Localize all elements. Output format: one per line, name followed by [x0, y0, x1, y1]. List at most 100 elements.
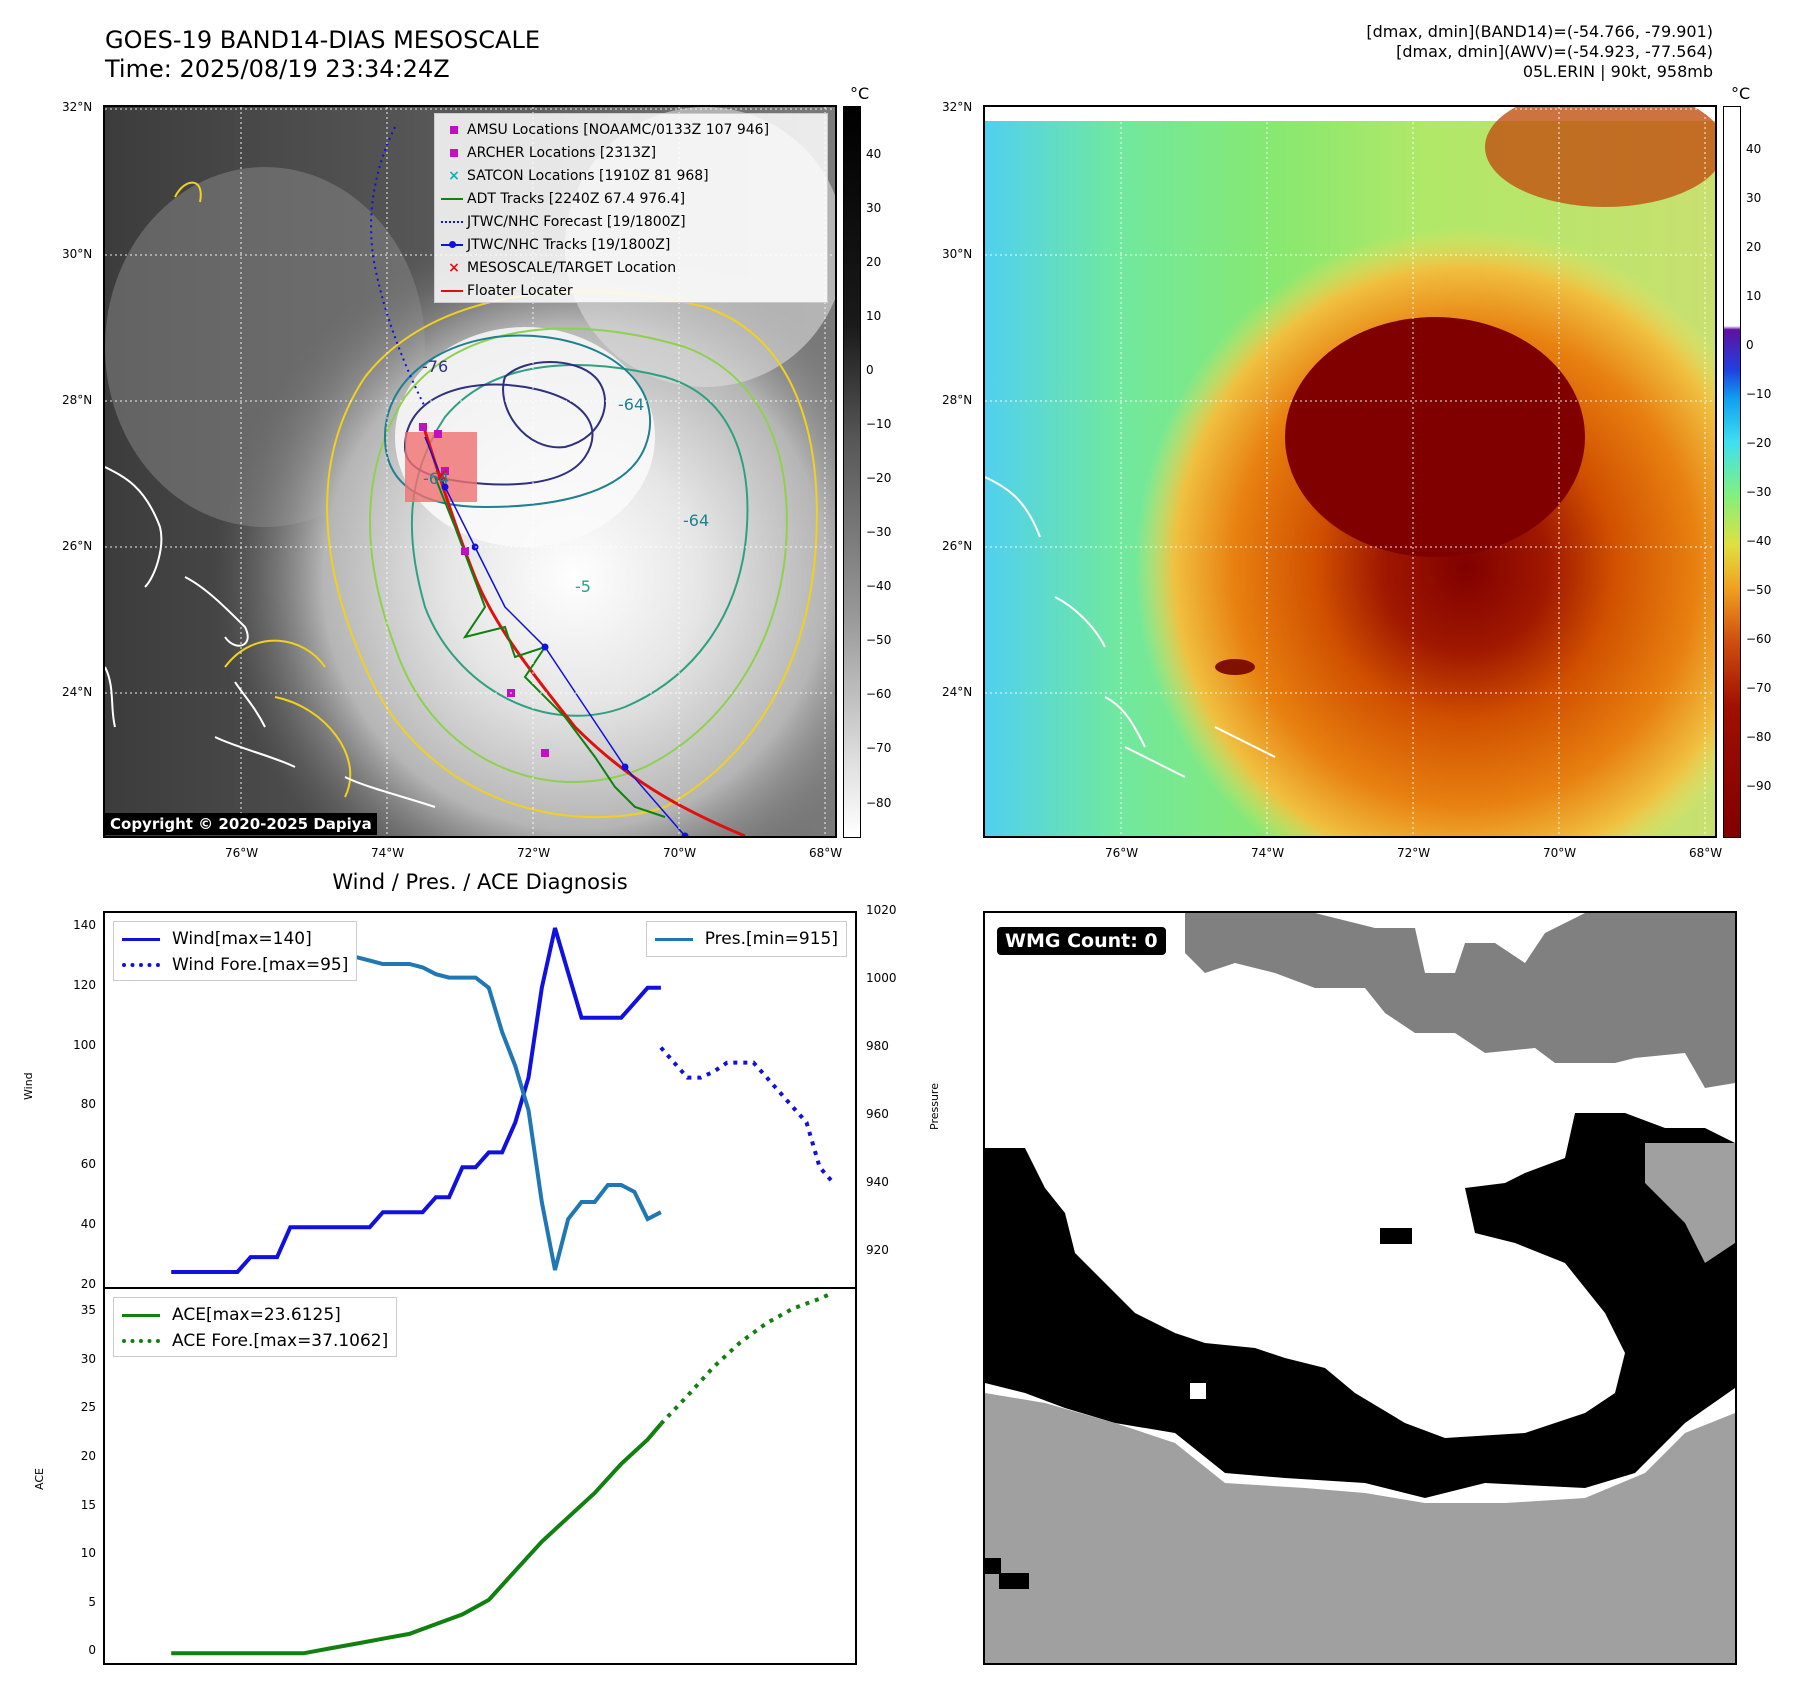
- wind-tick: 20: [80, 1277, 96, 1291]
- ace-tick: 30: [80, 1351, 96, 1366]
- contour-label: -64: [423, 469, 450, 488]
- ace-tick: 25: [80, 1400, 96, 1415]
- legend-item-archer: ARCHER Locations [2313Z]: [441, 141, 821, 164]
- adt-track: [434, 476, 666, 818]
- colorbar-tick: 30: [1746, 191, 1762, 206]
- legend-label: ARCHER Locations [2313Z]: [467, 144, 657, 161]
- wind-tick: 40: [80, 1217, 96, 1232]
- colorbar-tick: −10: [866, 417, 892, 432]
- ace-tick: 0: [88, 1643, 96, 1658]
- legend-label: Pres.[min=915]: [704, 929, 838, 949]
- legend-label: Wind Fore.[max=95]: [172, 955, 349, 975]
- best-track: [424, 436, 686, 836]
- awv-colorbar: [1723, 106, 1741, 838]
- legend-label: ACE Fore.[max=37.1062]: [172, 1331, 389, 1351]
- x-marker-icon: ×: [448, 167, 460, 184]
- wind-tick: 120: [73, 977, 96, 992]
- map-legend: AMSU Locations [NOAAMC/0133Z 107 946] AR…: [434, 113, 828, 303]
- colorbar-tick: −70: [866, 741, 892, 756]
- legend-label: JTWC/NHC Forecast [19/1800Z]: [467, 213, 686, 230]
- copyright-badge: Copyright © 2020-2025 Dapiya: [105, 813, 377, 835]
- forecast-track: [370, 126, 426, 408]
- lat-label: 26°N: [942, 539, 973, 553]
- figure-title: GOES-19 BAND14-DIAS MESOSCALE Time: 2025…: [105, 26, 540, 84]
- legend-item-target: × MESOSCALE/TARGET Location: [441, 256, 821, 279]
- x-marker-icon: ×: [448, 259, 460, 276]
- square-marker-icon: [450, 148, 458, 157]
- legend-item-floater: Floater Locater: [441, 279, 821, 302]
- title-line-1: GOES-19 BAND14-DIAS MESOSCALE: [105, 26, 541, 54]
- pressure-tick: 960: [866, 1107, 889, 1121]
- line-marker-icon: [122, 937, 160, 941]
- colorbar-tick: 10: [1746, 289, 1762, 304]
- lon-label: 76°W: [225, 846, 259, 860]
- lat-label: 28°N: [62, 393, 93, 407]
- grayscale-colorbar: [843, 106, 861, 838]
- colorbar-tick: −20: [866, 471, 892, 486]
- info-line-3: 05L.ERIN | 90kt, 958mb: [1522, 62, 1713, 81]
- svg-text:×: ×: [433, 463, 450, 487]
- square-marker-icon: [450, 125, 458, 134]
- ace-tick: 35: [80, 1303, 96, 1318]
- lon-label: 70°W: [663, 846, 697, 860]
- dotted-line-icon: [122, 963, 160, 967]
- colorbar-tick: 10: [866, 308, 882, 323]
- legend-label: MESOSCALE/TARGET Location: [467, 259, 677, 276]
- wind-tick: 60: [80, 1157, 96, 1172]
- wind-forecast-line: [659, 1046, 835, 1184]
- lat-label: 24°N: [62, 685, 93, 699]
- colorbar-unit: °C: [1731, 84, 1751, 103]
- colorbar-tick: −20: [1746, 436, 1772, 451]
- legend-label: AMSU Locations [NOAAMC/0133Z 107 946]: [467, 121, 770, 138]
- lon-label: 68°W: [1689, 846, 1723, 860]
- lat-label: 24°N: [942, 685, 973, 699]
- lon-label: 72°W: [1397, 846, 1431, 860]
- lat-label: 30°N: [62, 247, 93, 261]
- colorbar-tick: −40: [1746, 534, 1772, 549]
- wind-tick: 100: [73, 1037, 96, 1052]
- lon-label: 68°W: [809, 846, 843, 860]
- lat-label: 26°N: [62, 539, 93, 553]
- colorbar-tick: 20: [866, 254, 882, 269]
- pressure-tick: 940: [866, 1175, 889, 1189]
- wind-axis-label: Wind: [22, 1072, 35, 1100]
- dotted-line-icon: [122, 1339, 160, 1343]
- legend-item-forecast: JTWC/NHC Forecast [19/1800Z]: [441, 210, 821, 233]
- lat-label: 32°N: [62, 100, 93, 114]
- colorbar-tick: −80: [1746, 730, 1772, 744]
- lon-label: 72°W: [517, 846, 551, 860]
- legend-label: Wind[max=140]: [172, 929, 312, 949]
- lat-label: 30°N: [942, 247, 973, 261]
- wind-line: [171, 927, 661, 1274]
- legend-label: Floater Locater: [467, 282, 573, 299]
- wind-tick: 80: [80, 1097, 96, 1112]
- colorbar-tick: −30: [866, 525, 892, 540]
- wmg-mask: [985, 913, 1735, 1663]
- ace-plot: [171, 1290, 834, 1656]
- dotted-line-icon: [441, 220, 463, 223]
- band14-map: × -76 -64 -64 -64 -5 AMSU Locations [NOA…: [103, 105, 837, 838]
- ace-line: [171, 1422, 663, 1656]
- contour-label: -76: [422, 357, 449, 376]
- wmg-panel: WMG Count: 0: [983, 911, 1737, 1665]
- pressure-axis-label: Pressure: [928, 1083, 941, 1130]
- wind-legend: Wind[max=140] Wind Fore.[max=95]: [113, 921, 358, 981]
- legend-item-adt: ADT Tracks [2240Z 67.4 976.4]: [441, 187, 821, 210]
- colorbar-tick: −40: [866, 579, 892, 594]
- lat-label: 28°N: [942, 393, 973, 407]
- pressure-line: [171, 928, 662, 1271]
- line-marker-icon: [122, 1313, 160, 1317]
- ace-forecast-line: [659, 1290, 834, 1426]
- ace-chart: ACE[max=23.6125] ACE Fore.[max=37.1062]: [103, 1287, 857, 1665]
- ace-legend: ACE[max=23.6125] ACE Fore.[max=37.1062]: [113, 1297, 398, 1357]
- legend-label: SATCON Locations [1910Z 81 968]: [467, 167, 709, 184]
- line-marker-icon: [654, 937, 693, 941]
- legend-label: ACE[max=23.6125]: [172, 1305, 341, 1325]
- colorbar-tick: −70: [1746, 681, 1772, 696]
- colorbar-tick: −50: [866, 633, 892, 648]
- colorbar-tick: −30: [1746, 485, 1772, 500]
- lon-label: 76°W: [1105, 846, 1139, 860]
- colorbar-tick: −90: [1746, 779, 1772, 793]
- colorbar-tick: 20: [1746, 240, 1762, 255]
- title-line-2: Time: 2025/08/19 23:34:24Z: [105, 55, 450, 83]
